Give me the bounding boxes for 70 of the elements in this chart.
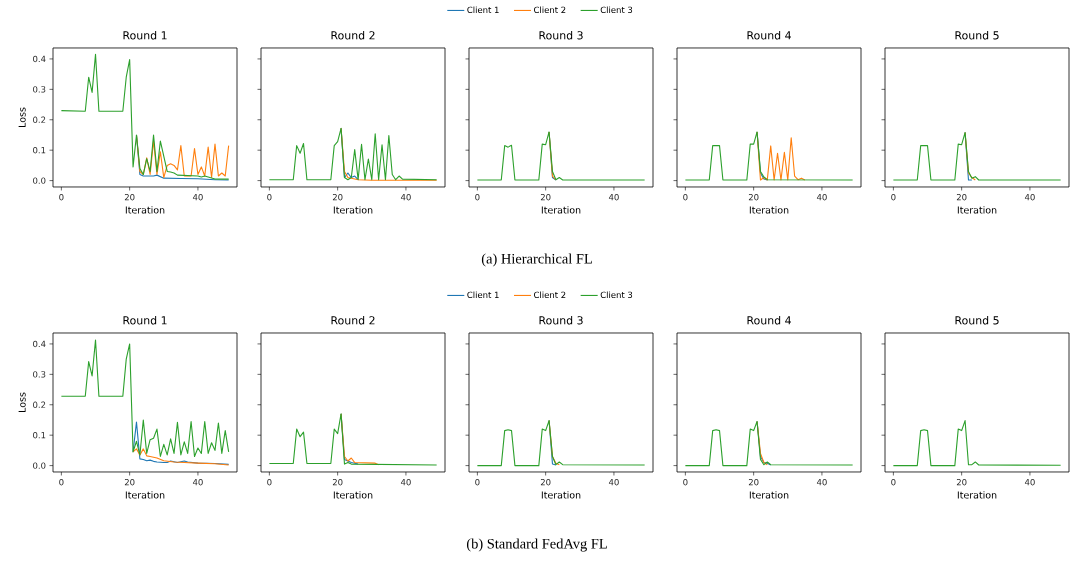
x-axis-title: Iteration <box>333 491 373 499</box>
y-tick-label: 0.3 <box>33 86 46 93</box>
y-tick-label: 0.3 <box>33 371 46 378</box>
chart-title: Round 3 <box>539 31 583 40</box>
x-axis-title: Iteration <box>541 491 581 499</box>
chart-title: Round 1 <box>123 316 167 325</box>
x-tick-label: 0 <box>891 479 896 486</box>
x-axis-title: Iteration <box>749 491 789 499</box>
y-tick-label: 0.2 <box>33 116 46 123</box>
y-tick-label: 0.0 <box>33 462 46 469</box>
x-axis-title: Iteration <box>957 206 997 214</box>
x-tick-label: 20 <box>332 479 343 486</box>
y-axis-title: Loss <box>18 107 26 127</box>
x-tick-label: 0 <box>267 194 272 201</box>
x-tick-label: 20 <box>956 194 967 201</box>
x-tick-label: 20 <box>124 479 135 486</box>
legend-label: Client 2 <box>534 291 566 299</box>
text: (b) Standard FedAvg FL <box>466 538 607 552</box>
x-axis-title: Iteration <box>125 491 165 499</box>
x-tick-label: 20 <box>332 194 343 201</box>
x-tick-label: 40 <box>400 479 411 486</box>
x-tick-label: 40 <box>400 194 411 201</box>
x-tick-label: 0 <box>59 479 64 486</box>
y-tick-label: 0.2 <box>33 401 46 408</box>
legend-label: Client 1 <box>467 291 499 299</box>
x-tick-label: 40 <box>816 479 827 486</box>
x-tick-label: 0 <box>59 194 64 201</box>
x-axis-title: Iteration <box>749 206 789 214</box>
y-tick-label: 0.1 <box>33 431 46 439</box>
x-tick-label: 40 <box>608 194 619 201</box>
x-axis-title: Iteration <box>125 206 165 214</box>
chart-title: Round 5 <box>955 316 999 325</box>
x-tick-label: 40 <box>816 194 827 201</box>
x-axis-title: Iteration <box>541 206 581 214</box>
chart-title: Round 3 <box>539 316 583 325</box>
y-axis-title: Loss <box>18 392 26 412</box>
x-tick-label: 20 <box>956 479 967 486</box>
x-axis-title: Iteration <box>957 491 997 499</box>
x-tick-label: 0 <box>475 479 480 486</box>
x-tick-label: 40 <box>192 194 203 201</box>
legend-label: Client 2 <box>534 6 566 14</box>
x-tick-label: 20 <box>540 479 551 486</box>
y-tick-label: 0.4 <box>33 55 46 63</box>
x-tick-label: 40 <box>608 479 619 486</box>
text: (a) Hierarchical FL <box>481 253 592 267</box>
x-tick-label: 40 <box>1024 194 1035 201</box>
legend-label: Client 1 <box>467 6 499 14</box>
chart-title: Round 4 <box>747 316 791 325</box>
legend-label: Client 3 <box>600 6 633 14</box>
y-tick-label: 0.0 <box>33 177 46 184</box>
chart-title: Round 5 <box>955 31 999 40</box>
x-tick-label: 0 <box>891 194 896 201</box>
x-tick-label: 20 <box>124 194 135 201</box>
chart-title: Round 2 <box>331 316 375 325</box>
x-tick-label: 40 <box>1024 479 1035 486</box>
chart-title: Round 4 <box>747 31 791 40</box>
y-tick-label: 0.4 <box>33 340 46 348</box>
x-tick-label: 0 <box>475 194 480 201</box>
chart-title: Round 2 <box>331 31 375 40</box>
x-tick-label: 0 <box>683 194 688 201</box>
x-tick-label: 20 <box>748 479 759 486</box>
x-tick-label: 20 <box>540 194 551 201</box>
x-tick-label: 20 <box>748 194 759 201</box>
x-tick-label: 0 <box>267 479 272 486</box>
chart-title: Round 1 <box>123 31 167 40</box>
x-tick-label: 40 <box>192 479 203 486</box>
x-tick-label: 0 <box>683 479 688 486</box>
y-tick-label: 0.1 <box>33 146 46 154</box>
legend-label: Client 3 <box>600 291 633 299</box>
x-axis-title: Iteration <box>333 206 373 214</box>
